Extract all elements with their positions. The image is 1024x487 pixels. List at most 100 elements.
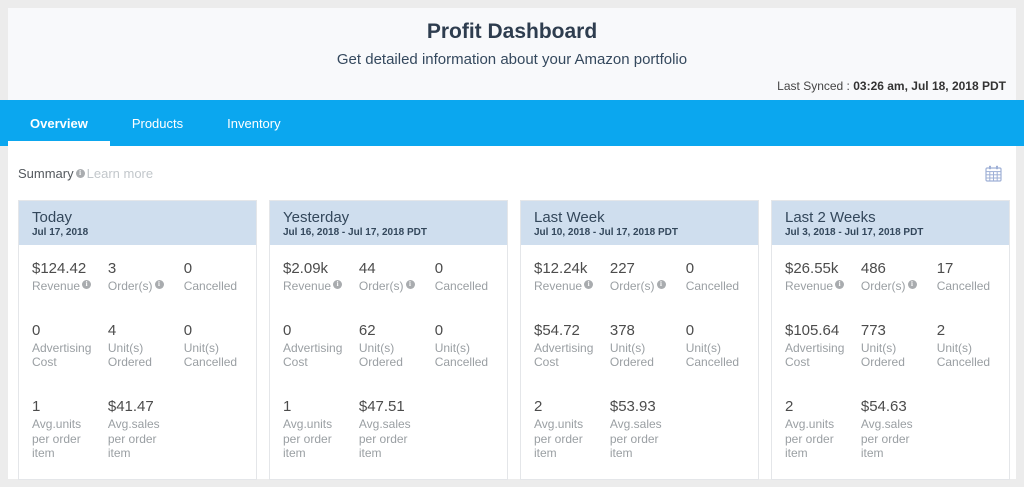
metric-value: 44 [358, 260, 376, 277]
metric: 1 Avg.units per order item [283, 398, 355, 461]
metric-value: 4 [107, 321, 117, 339]
metric-label-text: Unit(s) Ordered [358, 340, 403, 370]
metric-label-text: Avg.units per order item [534, 416, 584, 461]
metric-value: 2 [534, 397, 543, 415]
summary-card: Today Jul 17, 2018 $124.42 Revenue i 3 Order… [18, 200, 257, 480]
tab-bar: Overview Products Inventory [0, 100, 1024, 146]
tab-products[interactable]: Products [131, 115, 184, 131]
metric-label: Revenue i [785, 279, 849, 294]
metric-label-text: Avg.units per order item [785, 416, 835, 461]
metric-label: Avg.units per order item [534, 417, 598, 461]
metric: $53.93 Avg.sales per order item [610, 398, 682, 461]
metric: $2.09k Revenue i [283, 260, 355, 294]
metric-label-text: Order(s) [860, 279, 906, 293]
metric-label-text: Avg.sales per order item [860, 416, 913, 461]
metric-label: Avg.sales per order item [610, 417, 674, 461]
metric-label-text: Cancelled [685, 279, 740, 293]
metric-value: $54.63 [860, 397, 907, 415]
metric-label-text: Unit(s) Cancelled [183, 340, 238, 370]
metric-value: 227 [609, 260, 635, 277]
metric: $105.64 Advertising Cost [785, 322, 857, 370]
page-header: Profit Dashboard Get detailed informatio… [8, 8, 1016, 100]
metric: 2 Unit(s) Cancelled [937, 322, 1005, 370]
summary-card: Yesterday Jul 16, 2018 - Jul 17, 2018 PD… [269, 200, 508, 480]
info-icon[interactable]: i [656, 279, 666, 289]
metric-label-text: Avg.units per order item [283, 416, 333, 461]
summary-title: Summary [18, 165, 74, 181]
metric-label-text: Avg.sales per order item [358, 416, 411, 461]
tab-inventory[interactable]: Inventory [227, 115, 281, 131]
metric-label: Advertising Cost [32, 341, 96, 370]
metric-label: Unit(s) Cancelled [686, 341, 750, 370]
metric-label: Avg.units per order item [785, 417, 849, 461]
metric-value: $12.24k [534, 260, 588, 277]
metric: 0 Unit(s) Cancelled [686, 322, 754, 370]
metric-value: 773 [860, 321, 886, 339]
metric-label-text: Unit(s) Ordered [860, 340, 905, 370]
content-panel: Summary i Learn more Today Jul 17, 2018 $… [8, 146, 1016, 480]
metric-value: $53.93 [609, 397, 656, 415]
metric-label-text: Avg.units per order item [32, 416, 82, 461]
info-icon[interactable]: i [584, 279, 594, 289]
info-icon[interactable]: i [82, 279, 92, 289]
metric-label: Order(s) i [359, 279, 423, 294]
metric: 3 Order(s) i [108, 260, 180, 294]
metric: $54.63 Avg.sales per order item [861, 398, 933, 461]
metric-value: 0 [434, 260, 444, 277]
learn-more-link[interactable]: Learn more [86, 165, 154, 181]
metric: 227 Order(s) i [610, 260, 682, 294]
metric-label-text: Order(s) [107, 279, 153, 293]
info-icon[interactable]: i [154, 279, 164, 289]
metric: 0 Cancelled [686, 260, 754, 294]
metric: 2 Avg.units per order item [785, 398, 857, 461]
metric-label: Advertising Cost [785, 341, 849, 370]
info-icon[interactable]: i [835, 279, 845, 289]
metric-value: $2.09k [283, 260, 329, 277]
metric: 0 Unit(s) Cancelled [184, 322, 252, 370]
metric-value: 2 [785, 397, 794, 415]
card-header: Yesterday Jul 16, 2018 - Jul 17, 2018 PD… [270, 201, 507, 245]
metric-value: $47.51 [358, 397, 405, 415]
info-icon[interactable]: i [75, 168, 85, 178]
metric-label: Avg.sales per order item [108, 417, 172, 461]
metric: 773 Unit(s) Ordered [861, 322, 933, 370]
info-icon[interactable]: i [333, 279, 343, 289]
metric-value: $105.64 [785, 321, 840, 339]
metric-label: Advertising Cost [283, 341, 347, 370]
metric: 1 Avg.units per order item [32, 398, 104, 461]
card-header: Last 2 Weeks Jul 3, 2018 - Jul 17, 2018 … [772, 201, 1009, 245]
metric: 4 Unit(s) Ordered [108, 322, 180, 370]
metric: $54.72 Advertising Cost [534, 322, 606, 370]
metric-label-text: Unit(s) Cancelled [685, 340, 740, 370]
metric-label-text: Revenue [32, 279, 81, 293]
card-title: Last Week [534, 209, 605, 226]
info-icon[interactable]: i [907, 279, 917, 289]
card-title: Yesterday [283, 209, 350, 226]
metric-label-text: Unit(s) Cancelled [434, 340, 489, 370]
page-subtitle: Get detailed information about your Amaz… [336, 51, 688, 68]
metric: 378 Unit(s) Ordered [610, 322, 682, 370]
metric: 0 Advertising Cost [32, 322, 104, 370]
summary-card: Last 2 Weeks Jul 3, 2018 - Jul 17, 2018 … [771, 200, 1010, 480]
metric: 0 Cancelled [435, 260, 503, 294]
metric-value: 0 [183, 260, 193, 277]
metric-label-text: Advertising Cost [32, 340, 92, 370]
metric-value: $26.55k [785, 260, 839, 277]
metric-label: Revenue i [32, 279, 96, 294]
metric-label-text: Advertising Cost [534, 340, 594, 370]
summary-bar: Summary i Learn more [18, 162, 1002, 184]
metric: 0 Unit(s) Cancelled [435, 322, 503, 370]
metric-value: 0 [434, 321, 444, 339]
info-icon[interactable]: i [405, 279, 415, 289]
metric-value: 0 [183, 321, 193, 339]
tab-overview[interactable]: Overview [8, 100, 110, 146]
card-header: Today Jul 17, 2018 [19, 201, 256, 245]
metric-value: 486 [860, 260, 886, 277]
calendar-icon[interactable] [985, 165, 1002, 182]
metric-label-text: Advertising Cost [785, 340, 845, 370]
last-synced: Last Synced : 03:26 am, Jul 18, 2018 PDT [777, 79, 1006, 93]
metric-label-text: Order(s) [609, 279, 655, 293]
card-title: Today [32, 209, 73, 226]
metric-label: Unit(s) Cancelled [184, 341, 248, 370]
card-body: $124.42 Revenue i 3 Order(s) i 0 Cancelled 0 Adve… [19, 245, 256, 479]
